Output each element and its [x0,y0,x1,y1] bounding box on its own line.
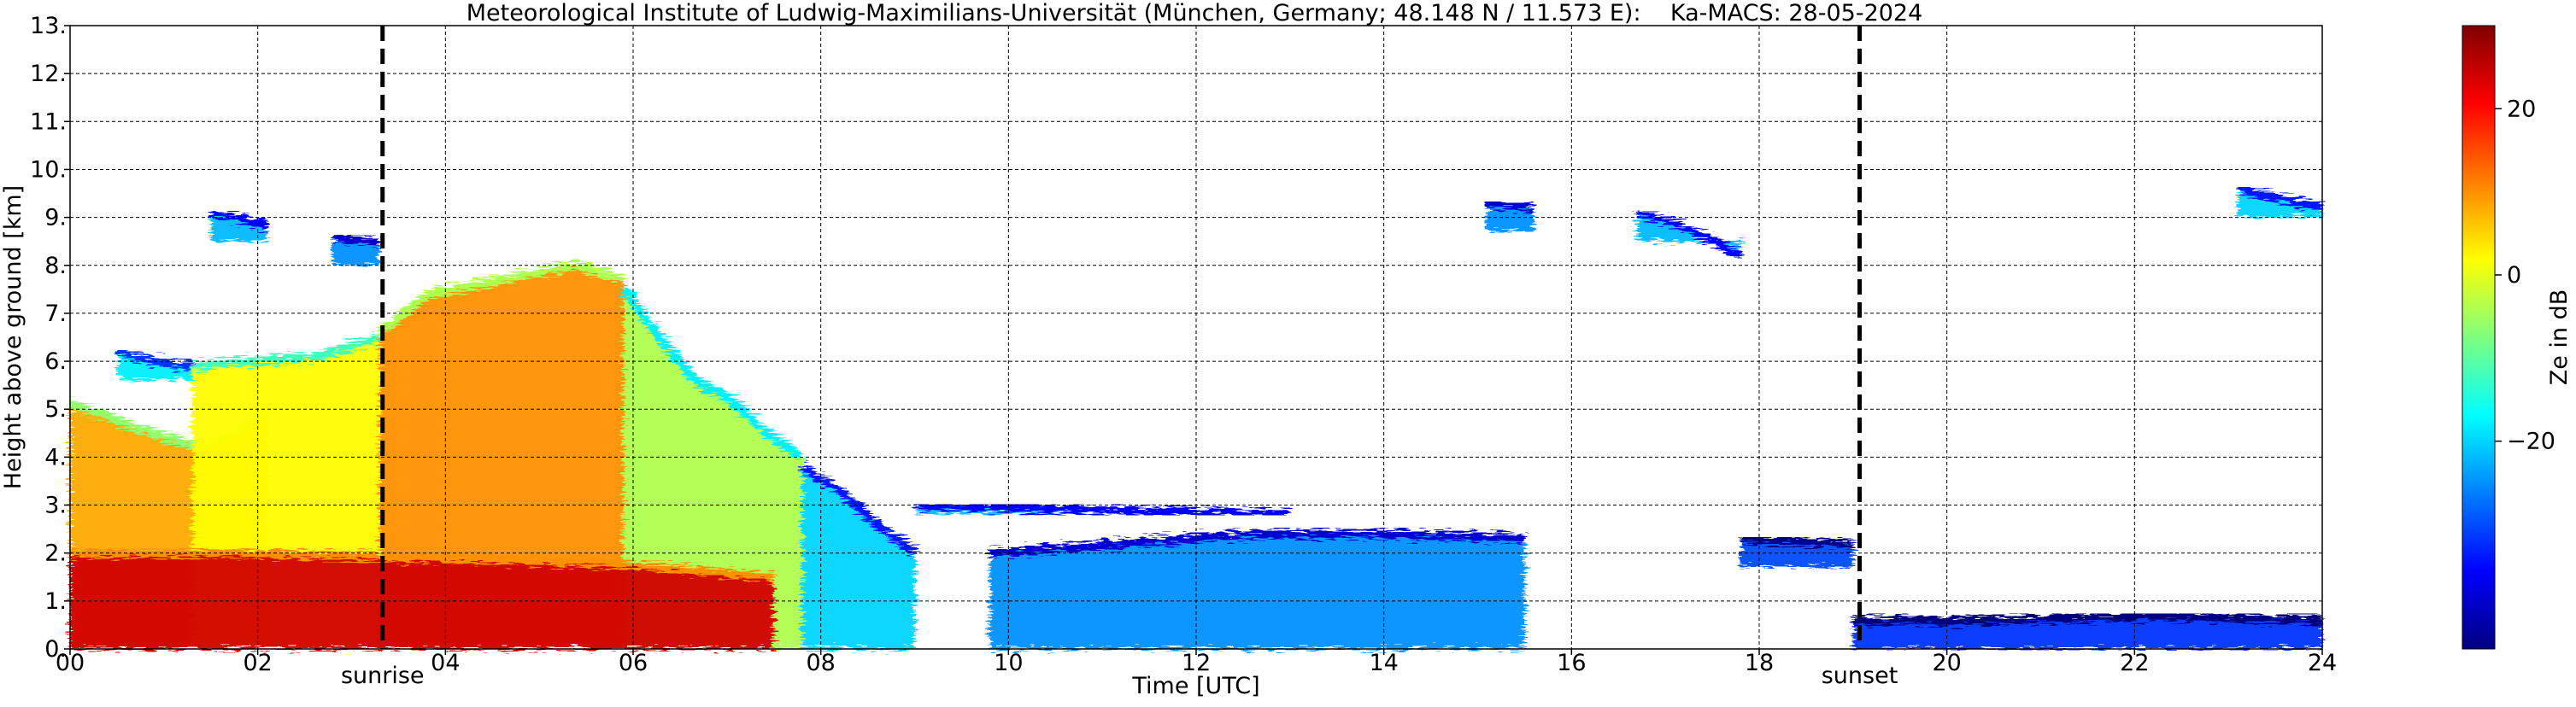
x-tick-label: 24 [2308,650,2337,676]
colorbar-gradient [2462,25,2496,650]
x-axis-label: Time [UTC] [1131,673,1259,699]
colorbar-tick-label: 0 [2507,262,2521,289]
echo-area [210,213,267,242]
echo-edge [800,463,918,557]
echo-edge [377,260,625,336]
echo-region [2237,184,2324,218]
x-tick-label: 06 [619,650,648,676]
echo-area [70,552,774,649]
y-tick-label: 2. [44,540,67,567]
x-tick-label: 12 [1182,650,1211,676]
echo-area [624,289,802,649]
y-tick-label: 13. [30,13,67,39]
y-tick-label: 12. [30,61,67,87]
event-label-sunrise: sunrise [341,663,425,689]
echo-area [801,466,915,649]
echo-region [989,529,1525,649]
y-tick-label: 6. [44,348,67,375]
echo-edge [1486,198,1534,213]
colorbar-ticks: 20 0 −20 [2495,96,2555,455]
echo-region [619,286,805,649]
x-axis: 00 02 04 06 08 10 12 14 16 18 20 22 24 [56,649,2337,676]
y-tick-label: 4. [44,444,67,470]
x-tick-label: 14 [1369,650,1398,676]
echo-area [989,534,1525,649]
y-tick-label: 11. [30,108,67,135]
colorbar-tick-label: 20 [2507,96,2536,122]
x-tick-label: 22 [2120,650,2149,676]
y-tick-label: 7. [44,301,67,327]
x-tick-label: 18 [1745,650,1774,676]
echo-edge [2237,184,2324,213]
event-label-sunset: sunset [1822,663,1898,689]
y-tick-label: 1. [44,588,67,615]
echo-edge [70,548,775,581]
y-tick-label: 8. [44,253,67,279]
x-tick-label: 00 [56,650,85,676]
grid-layer [70,26,2322,649]
x-tick-label: 16 [1557,650,1586,676]
y-tick-label: 3. [44,493,67,519]
echo-edge [914,500,1290,519]
echo-region [1635,208,1743,260]
x-tick-label: 20 [1932,650,1961,676]
chart-title: Meteorological Institute of Ludwig-Maxim… [466,0,1923,26]
y-tick-label: 9. [44,205,67,231]
echo-region [1852,611,2323,649]
y-axis-label: Height above ground [km] [0,185,26,489]
echo-region [70,548,775,649]
echo-region [1486,198,1534,232]
echo-edge [1852,611,2323,625]
echo-region [332,232,380,266]
echo-edge [1740,534,1854,548]
echo-edge [191,333,381,371]
colorbar: 20 0 −20 Ze in dB [2462,25,2573,650]
event-layer [380,26,1863,649]
echo-region [800,463,918,649]
echo-edge [989,529,1525,558]
colorbar-label: Ze in dB [2546,289,2573,386]
y-tick-label: 5. [44,396,67,423]
event-labels: sunrise sunset [341,663,1898,689]
x-tick-label: 08 [806,650,835,676]
echo-edge [619,286,805,461]
y-tick-label: 0. [44,636,67,663]
y-axis: 0. 1. 2. 3. 4. 5. 6. 7. 8. 9. 10. 11. 12. 13. [30,13,70,663]
y-tick-label: 10. [30,156,67,183]
x-tick-label: 10 [994,650,1023,676]
echo-edge [332,232,380,246]
x-tick-label: 04 [431,650,460,676]
radar-echo-layer [68,184,2324,649]
echo-region [1740,534,1854,568]
x-tick-label: 02 [243,650,272,676]
colorbar-tick-label: −20 [2507,429,2555,455]
echo-edge [1635,208,1743,260]
